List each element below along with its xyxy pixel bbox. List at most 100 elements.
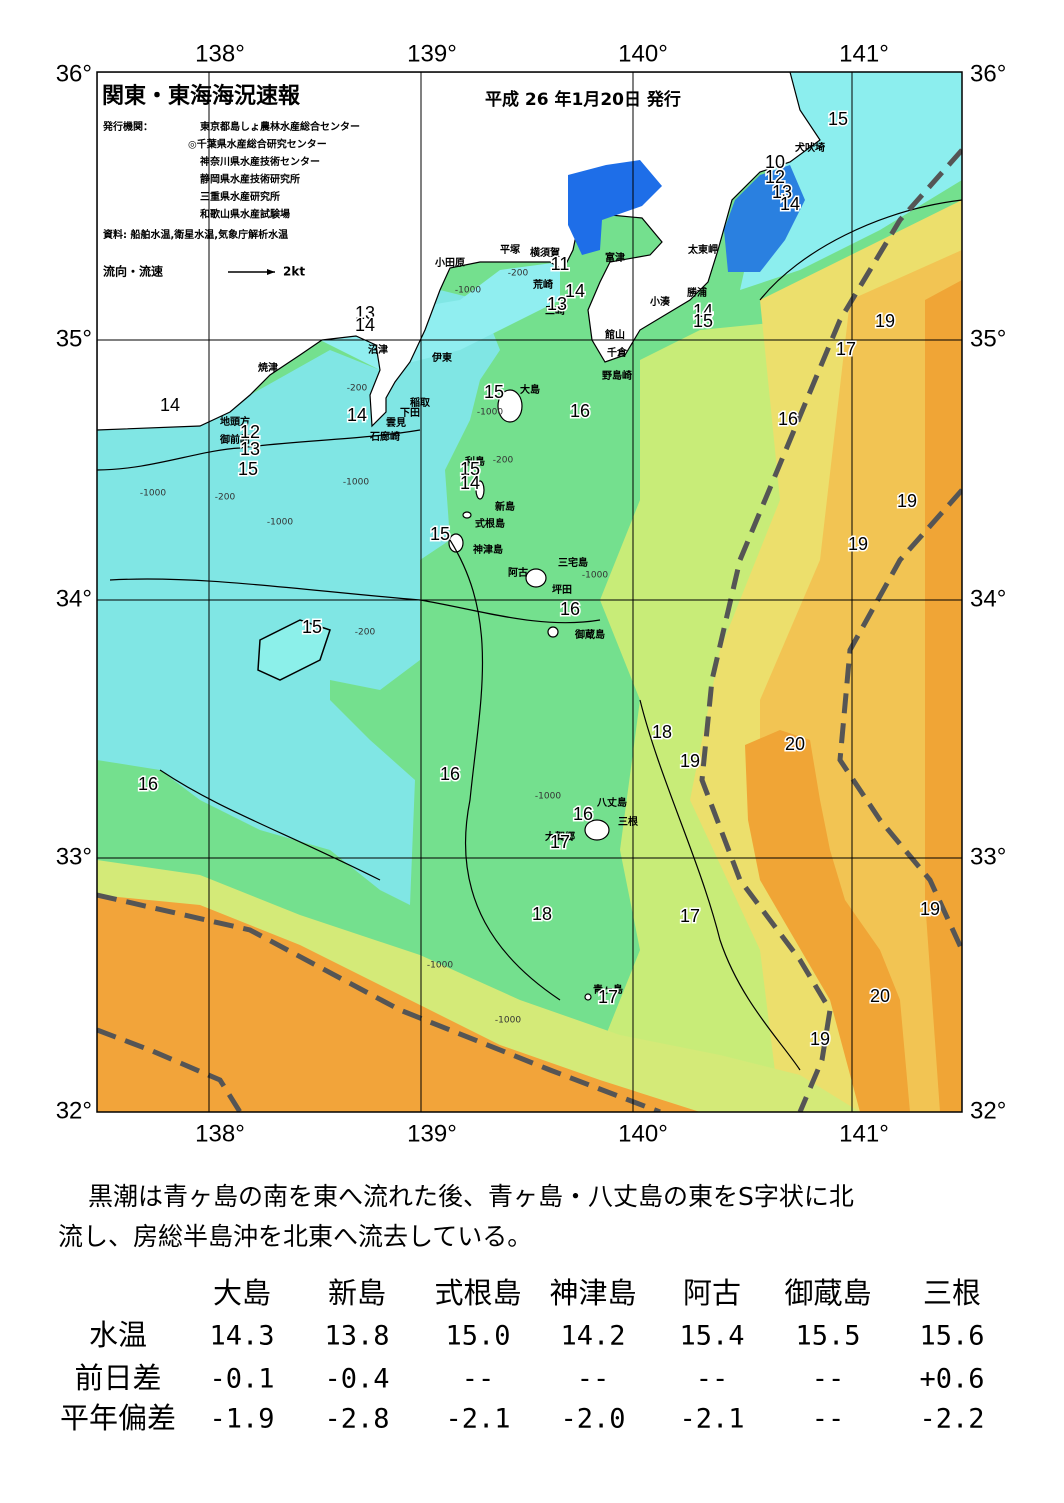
table-header: 式根島: [434, 1276, 521, 1310]
place-name: 稲取: [410, 396, 431, 409]
contour-label: 17: [598, 987, 618, 1007]
table-cell: -1.9: [209, 1404, 274, 1435]
depth-label: -1000: [267, 518, 293, 528]
depth-label: -200: [355, 628, 376, 638]
place-name: 御蔵島: [574, 628, 605, 641]
contour-label: 15: [828, 109, 848, 129]
contour-label: 10: [765, 152, 785, 172]
publisher: ◎千葉県水産総合研究センター: [188, 138, 327, 151]
table-cell: 15.5: [795, 1321, 860, 1352]
contour-label: 13: [240, 439, 260, 459]
contour-label: 15: [693, 311, 713, 331]
contour-label: 16: [560, 599, 580, 619]
latitude-label: 35°: [56, 325, 92, 352]
contour-label: 14: [355, 315, 375, 335]
place-name: 富津: [605, 251, 625, 264]
contour-label: 16: [440, 764, 460, 784]
summary-line: 黒潮は青ヶ島の南を東へ流れた後、青ヶ島・八丈島の東をS字状に北: [88, 1182, 854, 1211]
table-header: 新島: [328, 1276, 386, 1310]
place-name: 下田: [400, 407, 420, 419]
table-header: 神津島: [549, 1276, 636, 1310]
place-name: 雲見: [386, 417, 406, 429]
place-name: 平塚: [500, 243, 520, 256]
contour-label: 17: [550, 832, 570, 852]
place-name: 三宅島: [558, 556, 588, 569]
contour-label: 20: [785, 734, 805, 754]
place-name: 御前崎: [219, 433, 250, 446]
place-name: 新島: [495, 500, 515, 513]
place-name: 小湊: [649, 295, 671, 308]
contour-label: 16: [570, 401, 590, 421]
place-name: 勝浦: [687, 286, 707, 299]
row-label: 前日差: [74, 1361, 161, 1395]
table-cell: 14.2: [560, 1321, 625, 1352]
contour-label: 19: [810, 1029, 830, 1049]
place-name: 館山: [604, 328, 625, 341]
contour-label: 17: [836, 339, 856, 359]
table-header: 大島: [213, 1276, 271, 1310]
contour-label: 18: [652, 722, 672, 742]
latitude-label: 36°: [970, 60, 1006, 87]
place-name: 八丈島: [596, 796, 627, 809]
table-header: 御蔵島: [784, 1276, 871, 1310]
place-name: 式根島: [475, 517, 505, 530]
contour-label: 15: [484, 382, 504, 402]
longitude-label: 139°: [407, 1120, 457, 1147]
table-cell: 15.4: [679, 1321, 744, 1352]
depth-label: -1000: [455, 286, 481, 296]
place-name: 三根: [618, 815, 638, 828]
latitude-label: 33°: [56, 843, 92, 870]
table-cell: -0.4: [324, 1364, 389, 1395]
place-name: 犬吠埼: [795, 141, 825, 154]
publisher: 三重県水産研究所: [200, 190, 280, 203]
place-name: 焼津: [258, 361, 278, 374]
place-name: 地頭方: [220, 415, 250, 428]
flow-label: 流向・流速: [103, 264, 163, 279]
contour-label: 14: [780, 194, 800, 214]
table-header: 三根: [923, 1276, 981, 1310]
table-cell: +0.6: [919, 1364, 984, 1395]
table-cell: 15.0: [445, 1321, 510, 1352]
table-cell: -2.2: [919, 1404, 984, 1435]
latitude-label: 36°: [56, 60, 92, 87]
contour-label: 18: [532, 904, 552, 924]
depth-label: -200: [493, 456, 514, 466]
row-label: 平年偏差: [60, 1401, 176, 1435]
place-name: 太東岬: [687, 243, 718, 256]
sea-temperature-map: [97, 72, 962, 1112]
place-name: 荒崎: [532, 278, 553, 291]
data-source: 資料: 船舶水温,衛星水温,気象庁解析水温: [103, 228, 288, 241]
depth-label: -1000: [427, 961, 453, 971]
contour-label: 14: [460, 473, 480, 493]
publisher: 静岡県水産技術研究所: [200, 173, 300, 186]
contour-label: 15: [430, 524, 450, 544]
place-name: 石廊崎: [369, 430, 400, 443]
depth-label: -1000: [140, 489, 166, 499]
longitude-label: 139°: [407, 40, 457, 67]
place-name: 横須賀: [530, 246, 560, 259]
contour-label: 14: [693, 301, 713, 321]
table-cell: --: [577, 1364, 610, 1395]
contour-label: 20: [870, 986, 890, 1006]
contour-label: 14: [347, 405, 367, 425]
table-cell: -2.1: [445, 1404, 510, 1435]
publisher-label: 発行機関：: [102, 120, 153, 133]
map-frame: [96, 71, 963, 1113]
place-name: 野島崎: [602, 369, 632, 382]
table-cell: -0.1: [209, 1364, 274, 1395]
place-name: 大島: [520, 383, 540, 396]
longitude-label: 140°: [618, 40, 668, 67]
contour-label: 19: [897, 491, 917, 511]
contour-label: 14: [160, 395, 180, 415]
place-name: 坪田: [552, 583, 572, 596]
issue-date: 平成 26 年1月20日 発行: [485, 89, 681, 110]
publisher: 和歌山県水産試験場: [199, 208, 290, 221]
longitude-label: 138°: [195, 40, 245, 67]
contour-label: 19: [920, 899, 940, 919]
place-name: 伊東: [431, 351, 452, 364]
table-cell: --: [462, 1364, 495, 1395]
contour-label: 15: [302, 617, 322, 637]
place-name: 千倉: [607, 346, 628, 359]
contour-label: 13: [772, 182, 792, 202]
